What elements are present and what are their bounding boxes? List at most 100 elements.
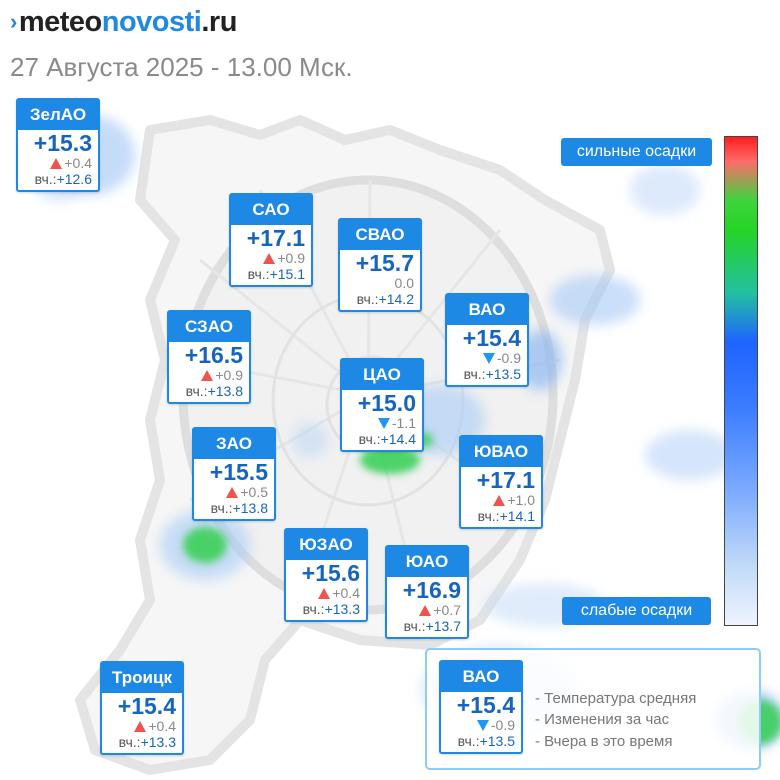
yesterday-label: вч.:: [302, 601, 325, 617]
hourly-change: +1.0: [507, 492, 535, 508]
district-card-sao: САО +17.1 +0.9 вч.:+15.1: [229, 193, 313, 287]
precip-intense: [183, 527, 227, 563]
yesterday-label: вч.:: [457, 733, 480, 749]
district-name: ЗАО: [194, 429, 274, 459]
up-arrow-icon: [318, 588, 331, 599]
hourly-change: +0.9: [277, 250, 305, 266]
district-name: ЮАО: [387, 547, 467, 577]
yesterday-value: +13.3: [140, 734, 176, 750]
hourly-change: 0.0: [394, 275, 414, 291]
yesterday-value: +14.1: [499, 508, 535, 524]
district-name: САО: [231, 195, 311, 225]
up-arrow-icon: [263, 253, 276, 264]
temperature-value: +15.0: [357, 390, 416, 416]
precip-area: [518, 330, 562, 390]
temperature-value: +16.5: [184, 342, 243, 368]
district-card-zelao: ЗелАО +15.3 +0.4 вч.:+12.6: [16, 98, 100, 192]
district-card-troitsk: Троицк +15.4 +0.4 вч.:+13.3: [100, 661, 184, 755]
precip-area: [292, 422, 328, 458]
yesterday-value: +14.4: [380, 431, 416, 447]
yesterday-label: вч.:: [477, 508, 500, 524]
yesterday-label: вч.:: [403, 618, 426, 634]
precip-color-scale: [724, 136, 758, 626]
down-arrow-icon: [482, 353, 495, 364]
hourly-change: -0.9: [496, 350, 521, 366]
yesterday-value: +13.5: [479, 733, 515, 749]
hourly-change: +0.4: [64, 155, 92, 171]
district-name: СЗАО: [169, 312, 249, 342]
logo-text-novosti: novosti: [101, 6, 202, 38]
district-name: ЗелАО: [18, 100, 98, 130]
district-name: ВАО: [441, 662, 521, 692]
hourly-change: +0.4: [332, 585, 360, 601]
down-arrow-icon: [476, 720, 489, 731]
logo-icon: ›: [10, 9, 17, 34]
hourly-change: -0.9: [490, 717, 515, 733]
report-date: 27 Августа 2025 - 13.00 Мск.: [10, 52, 353, 82]
district-name: Троицк: [102, 663, 182, 693]
down-arrow-icon: [377, 418, 390, 429]
district-card-svao: СВАО +15.7 0.0 вч.:+14.2: [338, 218, 422, 312]
district-card-yuvao: ЮВАО +17.1 +1.0 вч.:+14.1: [459, 435, 543, 529]
hourly-change: +0.5: [240, 484, 268, 500]
yesterday-label: вч.:: [34, 171, 57, 187]
district-card-cao: ЦАО +15.0 -1.1 вч.:+14.4: [340, 358, 424, 452]
precip-area: [645, 430, 735, 480]
site-logo[interactable]: ›meteonovosti.ru: [10, 6, 237, 39]
legend-text-change: - Изменения за час: [535, 711, 670, 728]
district-name: ВАО: [447, 295, 527, 325]
up-arrow-icon: [134, 721, 147, 732]
precip-scale-high-label: сильные осадки: [561, 138, 712, 166]
yesterday-label: вч.:: [358, 431, 381, 447]
hourly-change: -1.1: [391, 415, 416, 431]
district-card-zao: ЗАО +15.5 +0.5 вч.:+13.8: [192, 427, 276, 521]
district-card-szao: СЗАО +16.5 +0.9 вч.:+13.8: [167, 310, 251, 404]
yesterday-value: +14.2: [378, 291, 414, 307]
hourly-change: +0.4: [148, 718, 176, 734]
yesterday-value: +13.5: [485, 366, 521, 382]
temperature-value: +15.3: [33, 130, 92, 156]
legend-text-temperature: - Температура средняя: [535, 690, 697, 707]
logo-text-domain: .ru: [201, 6, 237, 38]
yesterday-label: вч.:: [247, 266, 270, 282]
temperature-value: +15.4: [462, 325, 521, 351]
temperature-value: +15.4: [456, 692, 515, 718]
temperature-value: +17.1: [246, 225, 305, 251]
yesterday-value: +13.7: [425, 618, 461, 634]
yesterday-value: +13.8: [232, 500, 268, 516]
yesterday-value: +13.8: [207, 383, 243, 399]
precip-scale-low-label: слабые осадки: [562, 597, 711, 625]
up-arrow-icon: [201, 370, 214, 381]
up-arrow-icon: [419, 605, 432, 616]
district-card-vao: ВАО +15.4 -0.9 вч.:+13.5: [445, 293, 529, 387]
yesterday-label: вч.:: [463, 366, 486, 382]
yesterday-label: вч.:: [210, 500, 233, 516]
yesterday-label: вч.:: [118, 734, 141, 750]
temperature-value: +15.6: [301, 560, 360, 586]
district-name: ЦАО: [342, 360, 422, 390]
yesterday-label: вч.:: [185, 383, 208, 399]
hourly-change: +0.9: [215, 367, 243, 383]
district-name: ЮВАО: [461, 437, 541, 467]
precip-intense: [360, 446, 420, 474]
temperature-value: +15.4: [117, 693, 176, 719]
up-arrow-icon: [493, 495, 506, 506]
district-card-yuzao: ЮЗАО +15.6 +0.4 вч.:+13.3: [284, 528, 368, 622]
district-card-yuao: ЮАО +16.9 +0.7 вч.:+13.7: [385, 545, 469, 639]
district-name: СВАО: [340, 220, 420, 250]
precip-area: [630, 165, 700, 215]
district-name: ЮЗАО: [286, 530, 366, 560]
yesterday-value: +12.6: [56, 171, 92, 187]
legend-text-yesterday: - Вчера в это время: [535, 733, 673, 750]
temperature-value: +16.9: [402, 577, 461, 603]
legend-sample-card: ВАО +15.4 -0.9 вч.:+13.5: [439, 660, 523, 754]
temperature-value: +17.1: [476, 467, 535, 493]
yesterday-value: +13.3: [324, 601, 360, 617]
precip-area: [550, 275, 640, 325]
temperature-value: +15.7: [355, 250, 414, 276]
up-arrow-icon: [226, 487, 239, 498]
logo-text-meteo: meteo: [18, 6, 102, 38]
yesterday-value: +15.1: [269, 266, 305, 282]
temperature-value: +15.5: [209, 459, 268, 485]
yesterday-label: вч.:: [356, 291, 379, 307]
